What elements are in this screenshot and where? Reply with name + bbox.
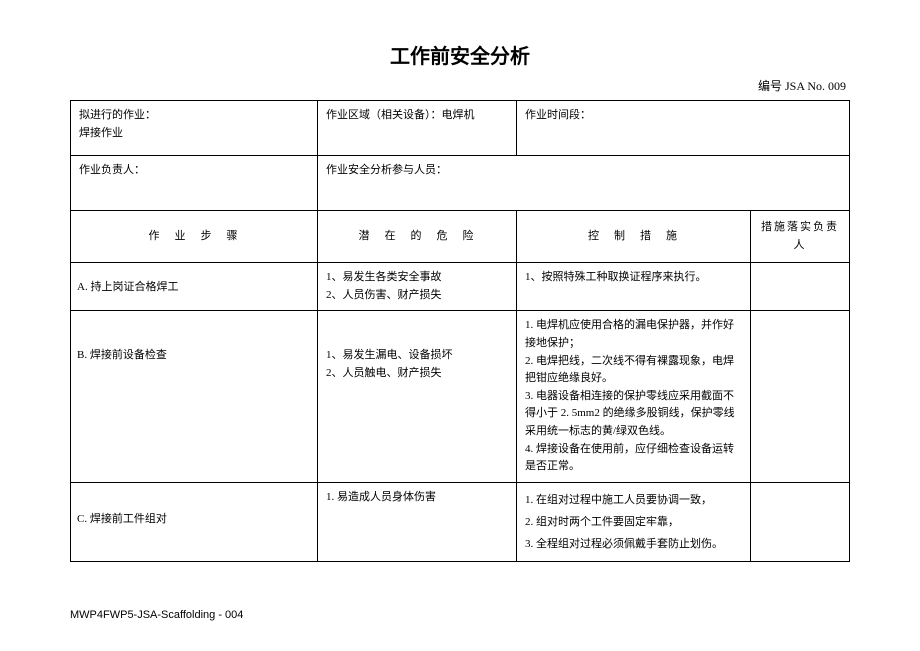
footer-code: MWP4FWP5-JSA-Scaffolding - 004	[70, 609, 243, 621]
step-cell: B. 焊接前设备检查	[71, 311, 318, 482]
document-title: 工作前安全分析	[70, 40, 850, 69]
person-cell	[751, 482, 850, 561]
participants-label: 作业安全分析参与人员：	[326, 164, 447, 176]
person-cell	[751, 263, 850, 311]
time-label: 作业时间段：	[525, 109, 591, 121]
control-cell: 1. 电焊机应使用合格的漏电保护器，并作好接地保护；2. 电焊把线，二次线不得有…	[517, 311, 751, 482]
responsible-cell: 作业负责人：	[71, 156, 318, 211]
planned-work-value: 焊接作业	[79, 127, 123, 139]
col-hazard: 潜 在 的 危 险	[318, 211, 517, 263]
table-row: C. 焊接前工件组对 1. 易造成人员身体伤害 1. 在组对过程中施工人员要协调…	[71, 482, 850, 561]
planned-work-label: 拟进行的作业：	[79, 109, 156, 121]
hazard-cell: 1、易发生漏电、设备损坏2、人员触电、财产损失	[318, 311, 517, 482]
document-number: 编号 JSA No. 009	[70, 77, 850, 94]
step-cell: A. 持上岗证合格焊工	[71, 263, 318, 311]
control-cell: 1. 在组对过程中施工人员要协调一致，2. 组对时两个工件要固定牢靠，3. 全程…	[517, 482, 751, 561]
planned-work-cell: 拟进行的作业： 焊接作业	[71, 101, 318, 156]
jsa-table: 拟进行的作业： 焊接作业 作业区域（相关设备）：电焊机 作业时间段： 作业负责人…	[70, 100, 850, 562]
col-step: 作 业 步 骤	[71, 211, 318, 263]
person-cell	[751, 311, 850, 482]
col-control: 控 制 措 施	[517, 211, 751, 263]
control-cell: 1、按照特殊工种取换证程序来执行。	[517, 263, 751, 311]
table-row: A. 持上岗证合格焊工 1、易发生各类安全事故2、人员伤害、财产损失 1、按照特…	[71, 263, 850, 311]
area-cell: 作业区域（相关设备）：电焊机	[318, 101, 517, 156]
hazard-cell: 1. 易造成人员身体伤害	[318, 482, 517, 561]
area-label: 作业区域（相关设备）：电焊机	[326, 109, 475, 121]
time-cell: 作业时间段：	[517, 101, 850, 156]
hazard-cell: 1、易发生各类安全事故2、人员伤害、财产损失	[318, 263, 517, 311]
table-row: B. 焊接前设备检查 1、易发生漏电、设备损坏2、人员触电、财产损失 1. 电焊…	[71, 311, 850, 482]
responsible-label: 作业负责人：	[79, 164, 145, 176]
col-person: 措施落实负责人	[751, 211, 850, 263]
participants-cell: 作业安全分析参与人员：	[318, 156, 850, 211]
step-cell: C. 焊接前工件组对	[71, 482, 318, 561]
